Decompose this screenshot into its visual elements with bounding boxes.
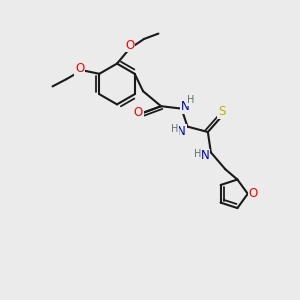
Text: N: N [200, 149, 209, 163]
Text: N: N [181, 100, 190, 113]
Text: O: O [75, 62, 84, 75]
Text: H: H [171, 124, 178, 134]
Text: O: O [125, 38, 134, 52]
Text: S: S [218, 105, 225, 118]
Text: O: O [248, 187, 258, 200]
Text: H: H [194, 148, 201, 159]
Text: N: N [177, 124, 186, 138]
Text: H: H [187, 95, 194, 105]
Text: O: O [134, 106, 143, 119]
